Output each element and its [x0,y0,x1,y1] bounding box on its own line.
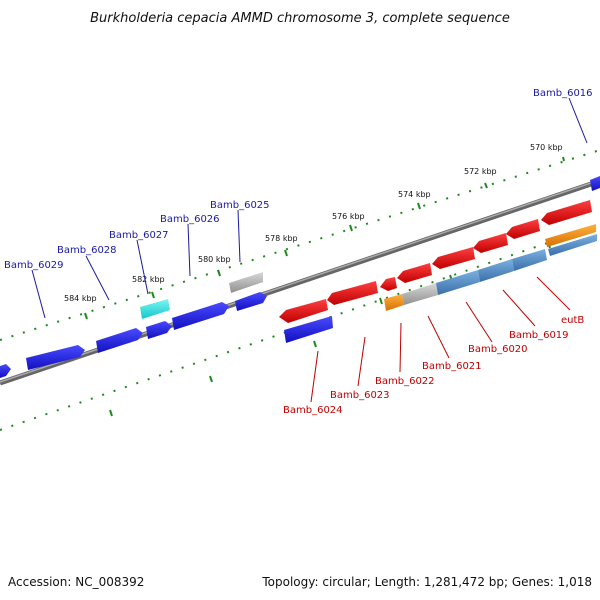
gene-label[interactable]: Bamb_6028 [57,245,117,256]
kbp-label: 574 kbp [398,190,431,199]
kbp-label: 576 kbp [332,212,365,221]
kbp-labels: 570 kbp 572 kbp 574 kbp 576 kbp 578 kbp … [64,143,563,303]
kbp-label: 580 kbp [198,255,231,264]
lower-gene-labels: Bamb_6024 Bamb_6023 Bamb_6022 Bamb_6021 … [283,315,584,416]
gene-bamb-6025[interactable] [235,292,267,311]
gene-small-red[interactable] [380,277,397,291]
gene-steel-end[interactable] [512,249,547,271]
major-tick [417,202,421,210]
gene-bamb-6016[interactable] [590,176,600,191]
gene-bamb-6027[interactable] [140,299,170,319]
gene-bamb-6022[interactable] [384,294,404,311]
gene-blue-small[interactable] [146,321,172,339]
major-tick [209,375,213,383]
gene-bamb-6029[interactable] [26,345,85,370]
major-tick [109,409,113,417]
gene-eutb-steel[interactable] [548,234,597,256]
gene-left-edge[interactable] [0,364,11,378]
map-title: Burkholderia cepacia AMMD chromosome 3, … [90,11,510,26]
gene-label[interactable]: Bamb_6021 [422,361,482,372]
gene-red-3[interactable] [473,233,508,253]
gene-label[interactable]: Bamb_6026 [160,214,220,225]
major-tick [313,340,317,348]
topology-text: Topology: circular; Length: 1,281,472 bp… [261,575,592,589]
kbp-label: 578 kbp [265,234,298,243]
gene-label[interactable]: Bamb_6024 [283,405,343,416]
gene-bamb-6021[interactable] [402,283,438,305]
gene-bamb-6023-a[interactable] [279,299,328,323]
major-tick [151,291,155,299]
gene-label[interactable]: Bamb_6016 [533,88,593,99]
gene-bamb-6019[interactable] [478,259,514,282]
gene-bamb-6026[interactable] [172,302,229,330]
gene-red-2[interactable] [432,247,475,269]
gene-red-4[interactable] [506,219,540,239]
gene-bamb-6020[interactable] [436,270,480,295]
gene-bamb-6023[interactable] [327,281,378,305]
gene-label[interactable]: Bamb_6022 [375,376,435,387]
major-tick [562,156,565,162]
accession-text: Accession: NC_008392 [8,575,144,589]
gene-red-1[interactable] [397,263,432,283]
gene-red-5[interactable] [541,200,592,225]
upper-leader-lines [31,97,588,319]
major-tick [349,224,353,232]
major-tick [379,297,383,305]
major-tick [84,312,88,320]
gene-label[interactable]: Bamb_6020 [468,344,528,355]
kbp-label: 570 kbp [530,143,563,152]
gene-bamb-6024[interactable] [284,316,333,343]
gene-label[interactable]: Bamb_6027 [109,230,169,241]
major-tick [484,182,488,189]
gene-eutb[interactable] [545,224,596,247]
forward-strand-genes [0,176,600,378]
gene-bamb-6028[interactable] [96,328,143,353]
lower-leader-lines [310,276,571,403]
gene-label[interactable]: Bamb_6025 [210,200,270,211]
major-tick [284,249,288,257]
upper-gene-labels: Bamb_6016 Bamb_6025 Bamb_6026 Bamb_6027 … [4,88,593,271]
kbp-label: 582 kbp [132,275,165,284]
gene-label[interactable]: eutB [561,315,584,326]
upper-tick-track [0,149,600,341]
kbp-label: 572 kbp [464,167,497,176]
gene-gray-upper[interactable] [229,272,263,293]
gene-label[interactable]: Bamb_6029 [4,260,64,271]
gene-label[interactable]: Bamb_6019 [509,330,569,341]
reverse-strand-genes [279,200,597,343]
kbp-label: 584 kbp [64,294,97,303]
major-tick [217,269,221,277]
gene-label[interactable]: Bamb_6023 [330,390,390,401]
